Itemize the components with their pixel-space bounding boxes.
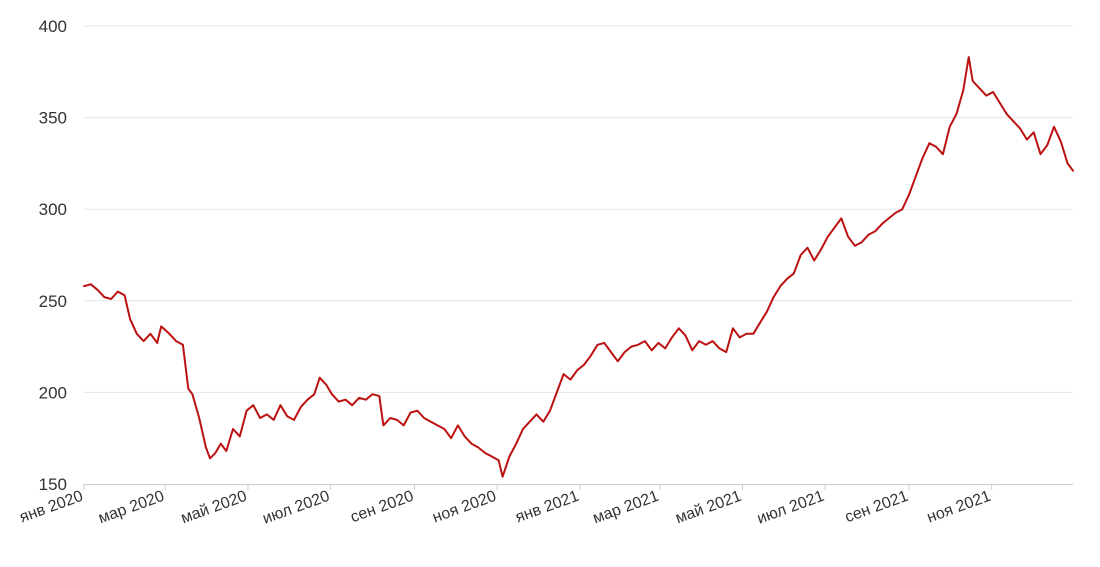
- x-axis: [83, 484, 1073, 490]
- x-tick-label: июл 2021: [755, 488, 827, 528]
- x-tick-label: сен 2021: [843, 488, 911, 527]
- x-tick-label: сен 2020: [348, 488, 416, 527]
- y-tick-label: 200: [39, 383, 67, 402]
- y-tick-label: 300: [39, 200, 67, 219]
- gridlines: [84, 25, 1073, 393]
- x-tick-label: ноя 2020: [430, 488, 498, 527]
- x-tick-label: мар 2021: [591, 488, 662, 528]
- y-axis-tick-labels: 150 200 250 300 350 400: [39, 17, 67, 494]
- y-tick-label: 250: [39, 292, 67, 311]
- series-line: [83, 56, 1074, 478]
- series-lines: [83, 56, 1074, 478]
- x-tick-label: май 2020: [179, 488, 250, 528]
- x-tick-label: июл 2020: [260, 488, 332, 528]
- y-tick-label: 400: [39, 17, 67, 36]
- x-tick-label: май 2021: [673, 488, 744, 528]
- x-tick-label: ноя 2021: [925, 488, 993, 527]
- x-tick-label: мар 2020: [96, 488, 167, 528]
- x-tick-label: янв 2021: [513, 488, 581, 527]
- x-axis-tick-labels: янв 2020 мар 2020 май 2020 июл 2020 сен 2020…: [17, 488, 993, 528]
- y-tick-label: 350: [39, 109, 67, 128]
- y-tick-label: 150: [39, 475, 67, 494]
